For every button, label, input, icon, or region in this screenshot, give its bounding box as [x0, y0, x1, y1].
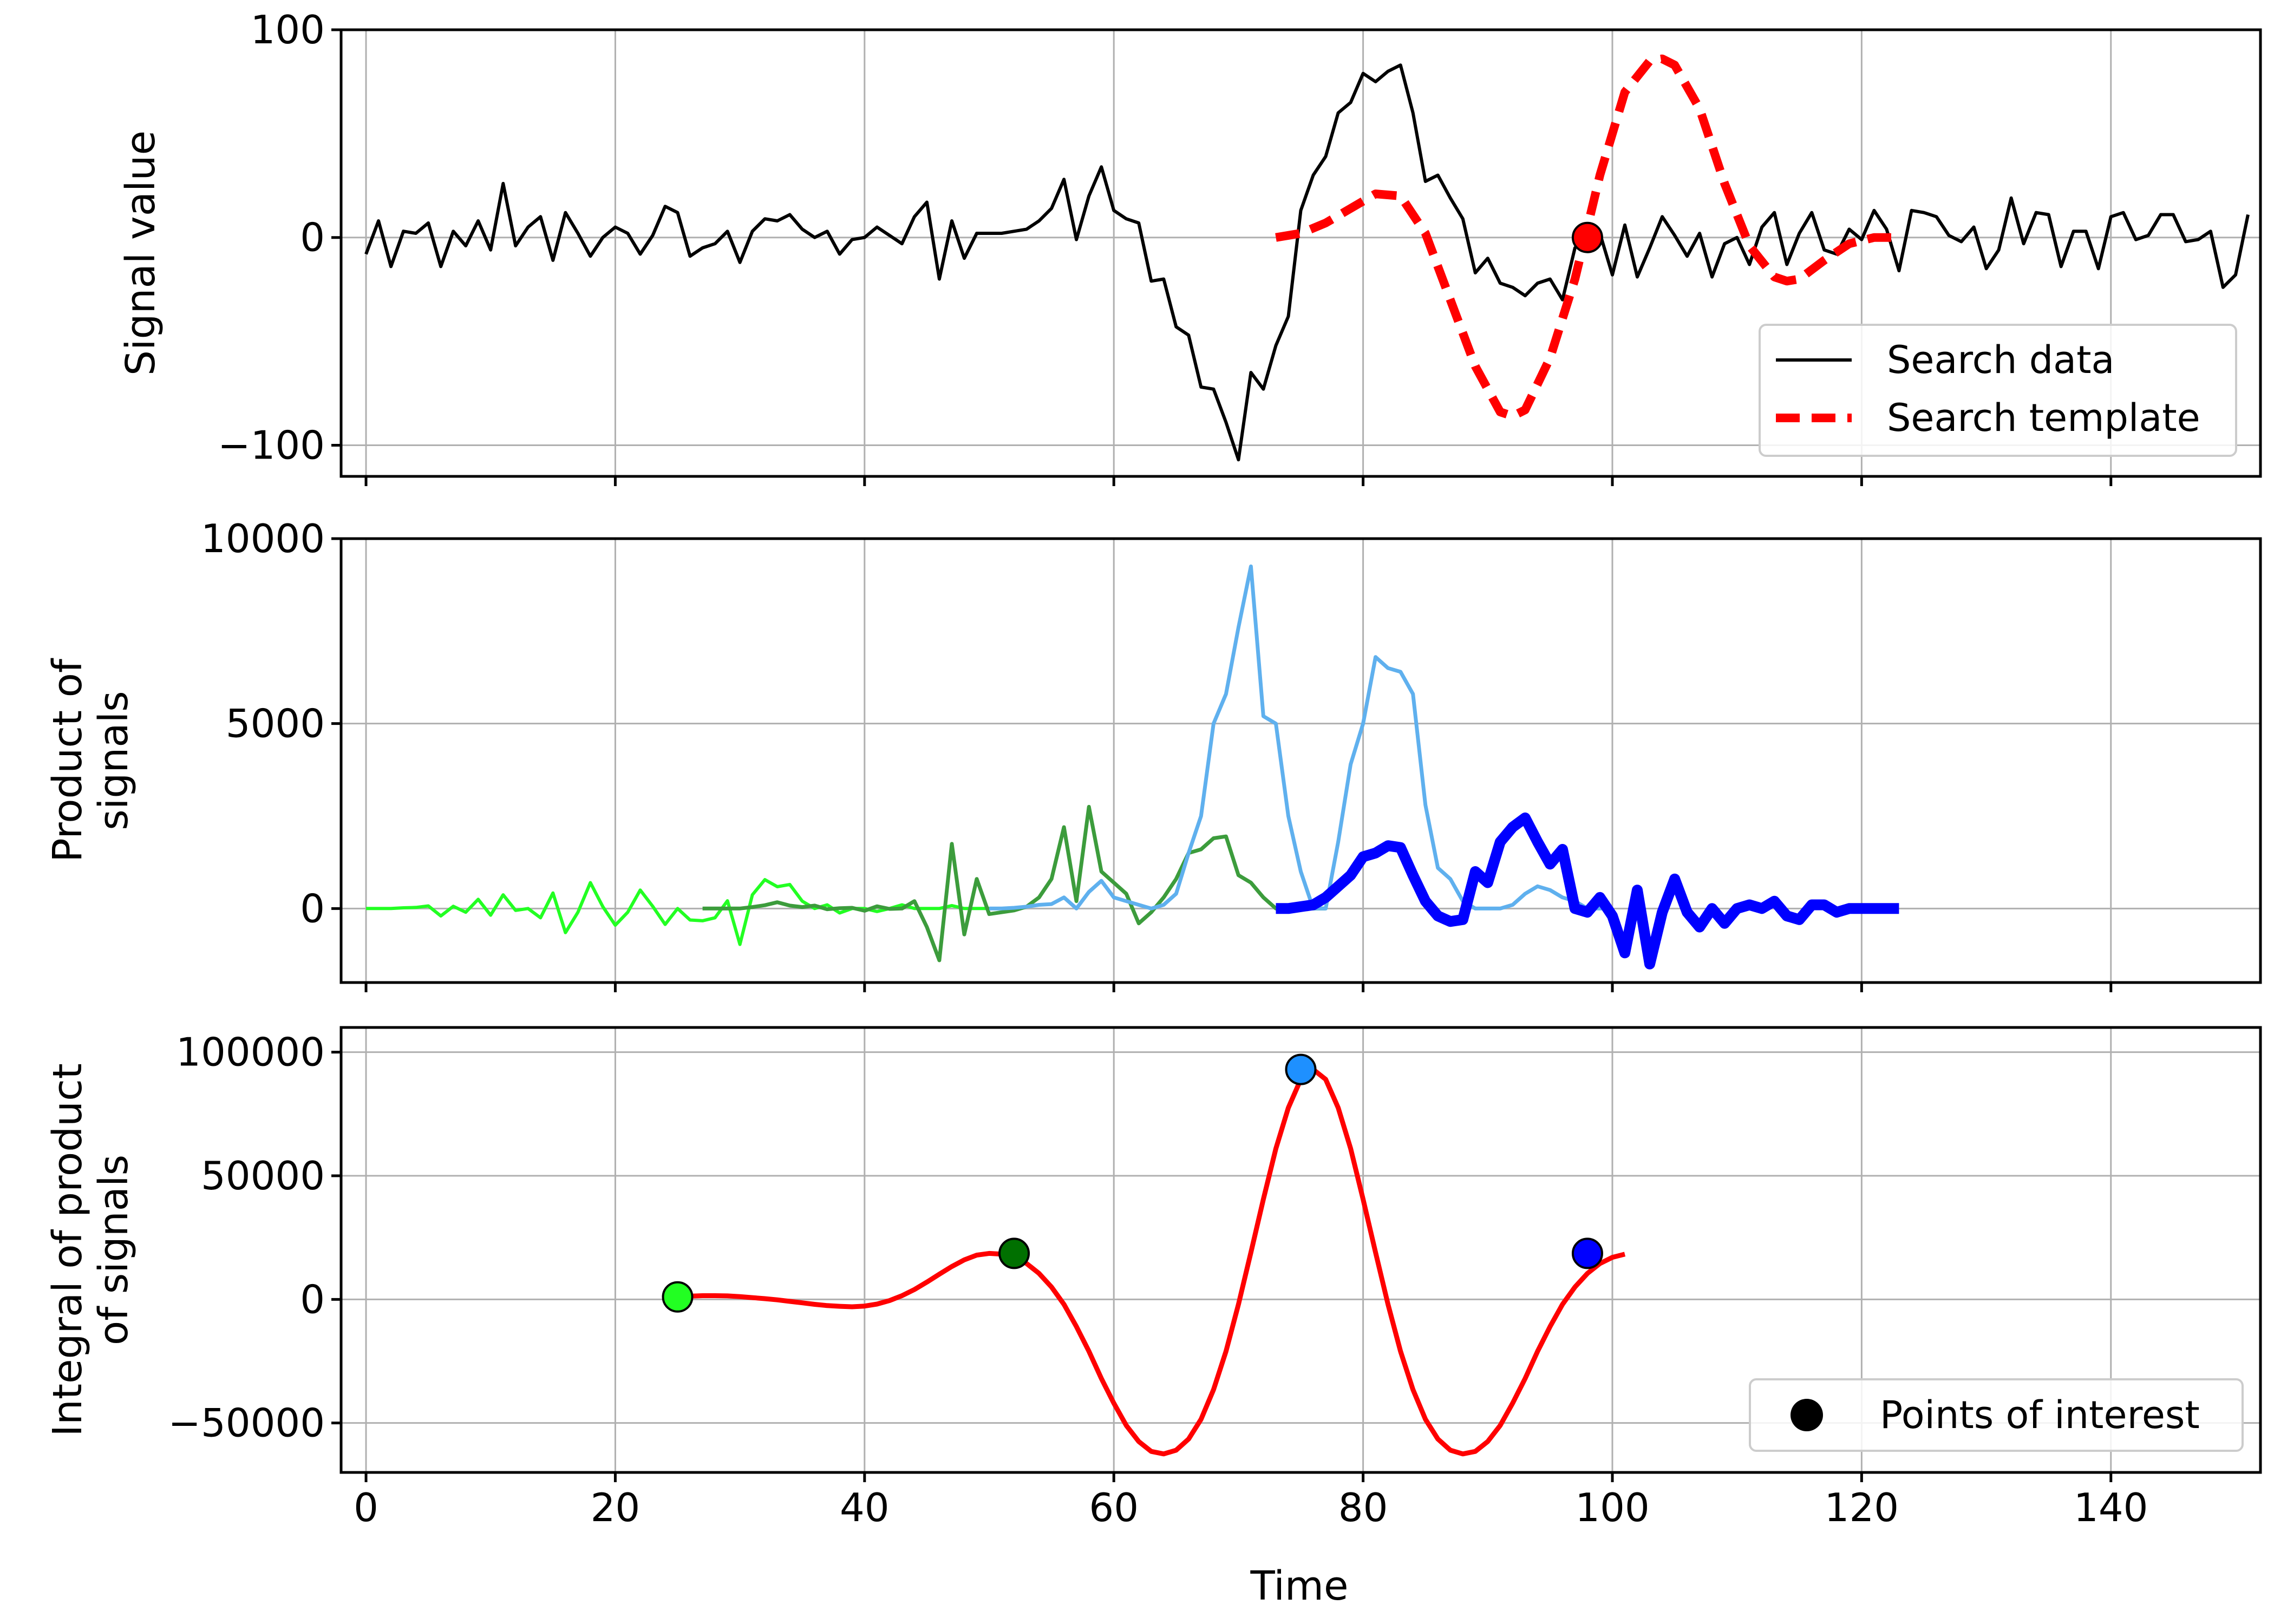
axes-frame — [339, 1026, 2262, 1474]
x-tick-label: 100 — [1575, 1485, 1649, 1530]
legend-label: Search data — [1887, 338, 2114, 382]
point-of-interest — [662, 1281, 694, 1313]
series-line-1 — [1275, 54, 1899, 421]
y-tick-label: 50000 — [201, 1153, 325, 1199]
point-of-interest — [1285, 1053, 1317, 1085]
y-axis-label: Product of — [44, 658, 91, 862]
x-tick-label: 0 — [354, 1485, 378, 1530]
y-axis-label: signals — [90, 691, 137, 830]
legend-marker — [1791, 1399, 1823, 1431]
axes-frame — [339, 28, 2262, 478]
legend-box — [1749, 1378, 2244, 1452]
x-tick-label: 120 — [1825, 1485, 1899, 1530]
legend-label: Search template — [1887, 396, 2200, 440]
x-tick-label: 20 — [591, 1485, 641, 1530]
series-line-2 — [989, 564, 1612, 911]
y-axis-label: of signals — [90, 1155, 137, 1345]
y-tick-label: 100 — [251, 7, 325, 53]
y-tick-label: 0 — [300, 886, 325, 931]
marker-point — [1571, 221, 1603, 253]
axes-frame — [339, 537, 2262, 984]
y-tick-label: 100000 — [176, 1030, 325, 1075]
point-of-interest — [1571, 1237, 1603, 1269]
x-tick-label: 80 — [1338, 1485, 1388, 1530]
series-line-0 — [366, 878, 989, 946]
y-axis-label: Signal value — [117, 130, 164, 376]
series-line-1 — [702, 804, 1326, 962]
y-tick-label: 5000 — [226, 701, 325, 746]
point-of-interest — [998, 1237, 1030, 1269]
x-tick-label: 140 — [2074, 1485, 2148, 1530]
legend-label: Points of interest — [1880, 1393, 2200, 1437]
y-tick-label: 0 — [300, 1276, 325, 1322]
series-line-0 — [677, 1067, 1626, 1457]
x-axis-label: Time — [1250, 1563, 1348, 1609]
integral-panel: 0 20 40 60 80 100 120 140 −50000 0 50000 100000 Inte… — [44, 1026, 2262, 1530]
y-tick-label: −100 — [218, 422, 325, 468]
y-axis-label: Integral of product — [44, 1063, 91, 1437]
x-tick-label: 60 — [1089, 1485, 1139, 1530]
y-tick-label: 0 — [300, 215, 325, 260]
signal-panel: −100 0 100 Signal value Search data Search te… — [117, 7, 2262, 486]
product-panel: 0 5000 10000 Product of signals — [44, 516, 2262, 992]
legend-box — [1759, 324, 2237, 457]
x-tick-label: 40 — [840, 1485, 890, 1530]
series-line-0 — [364, 63, 2250, 462]
y-tick-label: 10000 — [201, 516, 325, 561]
y-tick-label: −50000 — [168, 1400, 325, 1446]
series-line-3 — [1276, 812, 1899, 970]
